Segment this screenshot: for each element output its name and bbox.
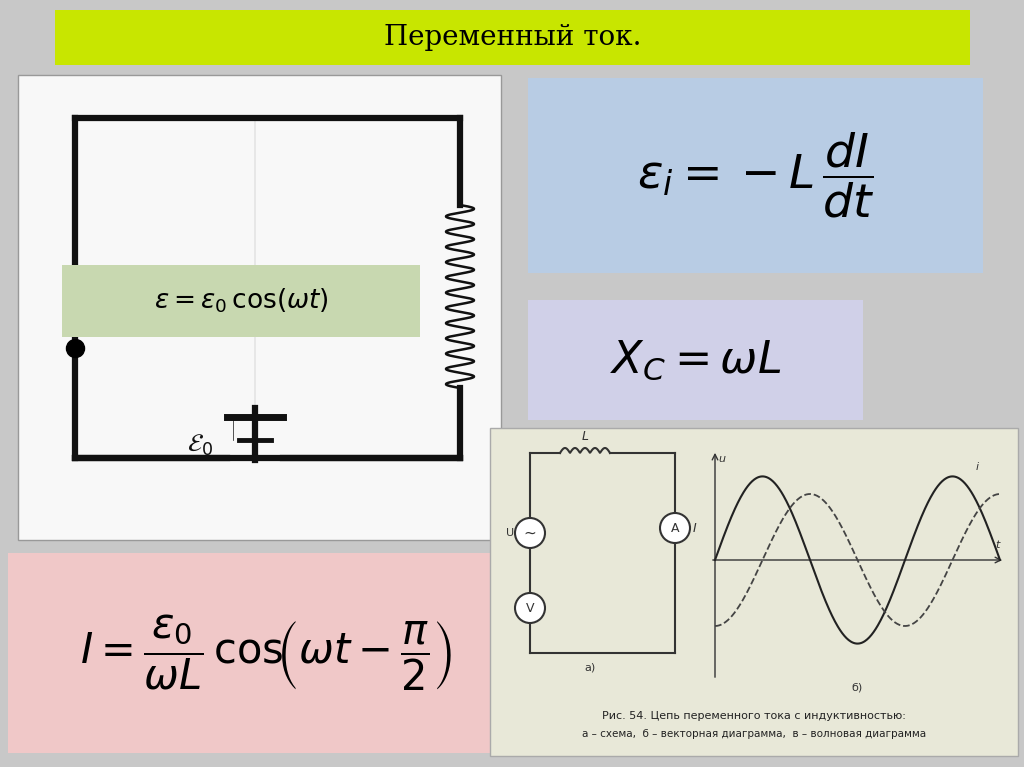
Text: L: L	[582, 430, 589, 443]
Text: $\varepsilon_i = -L\,\dfrac{dI}{dt}$: $\varepsilon_i = -L\,\dfrac{dI}{dt}$	[637, 130, 874, 220]
FancyBboxPatch shape	[528, 78, 983, 273]
Text: ~: ~	[523, 525, 537, 541]
Text: $i$: $i$	[975, 460, 980, 472]
Text: Переменный ток.: Переменный ток.	[384, 24, 641, 51]
Text: $t$: $t$	[995, 538, 1001, 550]
Circle shape	[515, 518, 545, 548]
FancyBboxPatch shape	[8, 553, 523, 753]
Text: а): а)	[585, 663, 596, 673]
Text: $I = \dfrac{\varepsilon_0}{\omega L}\,\mathrm{cos}\!\left(\omega t - \dfrac{\pi}: $I = \dfrac{\varepsilon_0}{\omega L}\,\m…	[80, 613, 452, 693]
Text: A: A	[671, 522, 679, 535]
Text: $X_C = \omega L$: $X_C = \omega L$	[610, 338, 781, 382]
Text: $u$: $u$	[718, 454, 727, 464]
Text: $\varepsilon = \varepsilon_0\,\mathrm{cos}(\omega t)$: $\varepsilon = \varepsilon_0\,\mathrm{co…	[154, 287, 329, 315]
FancyBboxPatch shape	[55, 10, 970, 65]
Text: I: I	[693, 522, 697, 535]
Text: Рис. 54. Цепь переменного тока с индуктивностью:: Рис. 54. Цепь переменного тока с индукти…	[602, 711, 906, 721]
FancyBboxPatch shape	[490, 428, 1018, 756]
FancyBboxPatch shape	[18, 75, 501, 540]
Circle shape	[660, 513, 690, 543]
Circle shape	[515, 593, 545, 623]
FancyBboxPatch shape	[62, 265, 420, 337]
Text: а – схема,  б – векторная диаграмма,  в – волновая диаграмма: а – схема, б – векторная диаграмма, в – …	[582, 729, 926, 739]
Text: б): б)	[851, 682, 862, 692]
Text: $\mathcal{E}_0$: $\mathcal{E}_0$	[187, 433, 213, 458]
Text: V: V	[525, 601, 535, 614]
FancyBboxPatch shape	[528, 300, 863, 420]
Text: U: U	[506, 528, 514, 538]
